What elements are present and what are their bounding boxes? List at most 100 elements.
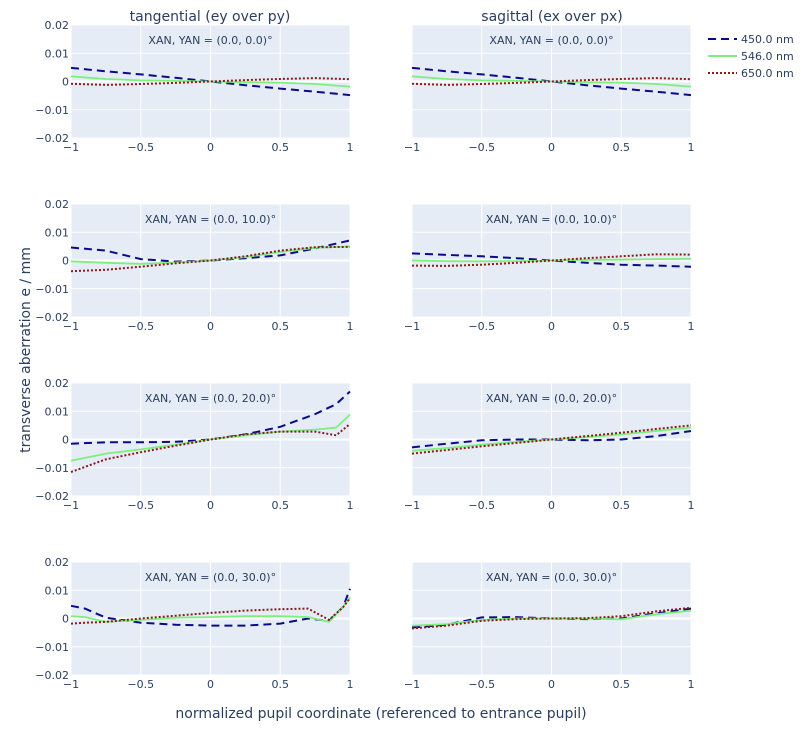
y-tick-label: −0.01 [35,462,69,475]
y-tick-label: 0.02 [45,377,70,390]
series-line-546-0-nm [411,75,692,88]
legend-item-450-0-nm[interactable]: 450.0 nm [708,33,794,46]
subplot-r0c1: −1 −0.5 0 0.5 1 XAN, YAN = (0.0, 0.0)° [404,24,695,154]
x-tick-label: 1 [347,141,354,154]
series-line-650-0-nm [70,245,351,273]
field-annotation: XAN, YAN = (0.0, 0.0)° [489,34,613,47]
y-tick-label: 0 [62,76,69,89]
x-tick-label: −1 [404,499,420,512]
subplot-r1c1: −1 −0.5 0 0.5 1 XAN, YAN = (0.0, 10.0)° [404,203,695,333]
x-tick-label: 0 [548,141,555,154]
x-tick-label: 1 [688,141,695,154]
subplot-r1c0: −1 −0.5 0 0.5 1 0.02 0.01 0 −0.01 −0.02 XAN, YAN =… [35,198,353,333]
field-annotation: XAN, YAN = (0.0, 10.0)° [145,213,276,226]
x-tick-label: −1 [404,320,420,333]
y-tick-label: −0.01 [35,641,69,654]
chart-titles: tangential (ey over py) sagittal (ex ove… [18,9,623,722]
series-line-650-0-nm [411,606,692,630]
y-tick-label: 0.01 [45,405,70,418]
legend-item-546-0-nm[interactable]: 546.0 nm [708,50,794,63]
column-title-sagittal: sagittal (ex over px) [481,9,622,25]
series-line-650-0-nm [411,424,692,455]
series-line-650-0-nm [70,597,351,625]
x-tick-label: 1 [347,678,354,691]
legend[interactable]: 450.0 nm 546.0 nm 650.0 nm [708,33,794,80]
series-line-650-0-nm [411,77,692,86]
x-tick-label: −0.5 [127,678,154,691]
field-annotation: XAN, YAN = (0.0, 30.0)° [145,571,276,584]
x-tick-label: −1 [63,678,79,691]
legend-item-650-0-nm[interactable]: 650.0 nm [708,67,794,80]
y-tick-label: 0.02 [45,556,70,569]
y-tick-label: −0.02 [35,490,69,503]
y-tick-label: 0.01 [45,47,70,60]
subplot-r3c0: −1 −0.5 0 0.5 1 0.02 0.01 0 −0.01 −0.02 XAN, YAN =… [35,556,353,691]
subplot-r0c0: −1 −0.5 0 0.5 1 0.02 0.01 0 −0.01 −0.02 XAN, YAN =… [35,19,353,154]
y-tick-label: −0.01 [35,283,69,296]
x-tick-label: 0 [207,320,214,333]
x-tick-label: −1 [404,678,420,691]
x-tick-label: −1 [63,141,79,154]
legend-label: 450.0 nm [741,33,794,46]
subplot-r2c1: −1 −0.5 0 0.5 1 XAN, YAN = (0.0, 20.0)° [404,382,695,512]
x-tick-label: −0.5 [127,141,154,154]
series-line-546-0-nm [70,75,351,88]
x-tick-label: −1 [63,499,79,512]
x-tick-label: 1 [688,678,695,691]
legend-label: 650.0 nm [741,67,794,80]
field-annotation: XAN, YAN = (0.0, 0.0)° [148,34,272,47]
y-tick-label: 0 [62,434,69,447]
field-annotation: XAN, YAN = (0.0, 30.0)° [486,571,617,584]
y-tick-label: 0.02 [45,19,70,32]
field-annotation: XAN, YAN = (0.0, 20.0)° [145,392,276,405]
x-tick-label: 0.5 [272,678,290,691]
series-line-450-0-nm [70,66,351,97]
x-tick-label: 0.5 [272,320,290,333]
series-line-450-0-nm [411,430,692,449]
x-tick-label: −0.5 [127,499,154,512]
y-tick-label: −0.02 [35,132,69,145]
x-tick-label: −0.5 [468,141,495,154]
x-tick-label: 1 [688,320,695,333]
x-tick-label: 0 [548,320,555,333]
x-tick-label: 0 [207,678,214,691]
subplot-r2c0: −1 −0.5 0 0.5 1 0.02 0.01 0 −0.01 −0.02 XAN, YAN =… [35,377,353,512]
x-tick-label: 1 [688,499,695,512]
series-line-650-0-nm [411,253,692,267]
x-tick-label: −0.5 [468,499,495,512]
field-annotation: XAN, YAN = (0.0, 10.0)° [486,213,617,226]
series-line-546-0-nm [411,257,692,263]
x-tick-label: 0.5 [613,320,631,333]
x-tick-label: 0.5 [272,141,290,154]
column-title-tangential: tangential (ey over py) [130,9,291,25]
x-tick-label: 1 [347,320,354,333]
x-tick-label: 0.5 [613,678,631,691]
subplot-r3c1: −1 −0.5 0 0.5 1 XAN, YAN = (0.0, 30.0)° [404,561,695,691]
series-line-650-0-nm [70,423,351,473]
x-tick-label: −1 [63,320,79,333]
x-axis-title: normalized pupil coordinate (referenced … [175,706,586,722]
x-tick-label: −1 [404,141,420,154]
y-tick-label: 0 [62,255,69,268]
series-line-450-0-nm [411,252,692,268]
subplot-grid: −1 −0.5 0 0.5 1 0.02 0.01 0 −0.01 −0.02 XAN, YAN =… [35,19,694,691]
legend-label: 546.0 nm [741,50,794,63]
x-tick-label: 0 [548,499,555,512]
series-line-450-0-nm [411,66,692,97]
x-tick-label: 0 [548,678,555,691]
x-tick-label: 0 [207,141,214,154]
x-tick-label: −0.5 [127,320,154,333]
series-line-546-0-nm [70,596,351,623]
x-tick-label: −0.5 [468,678,495,691]
y-tick-label: −0.02 [35,669,69,682]
x-tick-label: 0 [207,499,214,512]
y-axis-title: transverse aberration e / mm [18,247,34,453]
y-tick-label: −0.02 [35,311,69,324]
y-tick-label: 0.02 [45,198,70,211]
y-tick-label: −0.01 [35,104,69,117]
x-tick-label: 0.5 [613,499,631,512]
x-tick-label: 0.5 [613,141,631,154]
y-tick-label: 0.01 [45,584,70,597]
field-annotation: XAN, YAN = (0.0, 20.0)° [486,392,617,405]
